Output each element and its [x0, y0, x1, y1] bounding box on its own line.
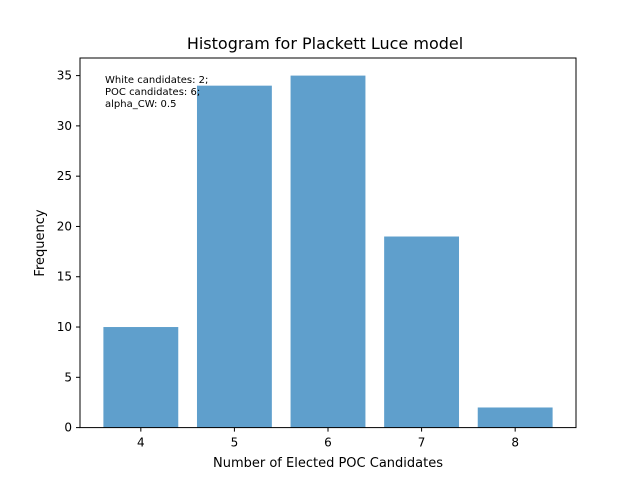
bar-5 [196, 85, 272, 428]
bar-8 [477, 407, 553, 428]
annotation-line-3: alpha_CW: 0.5 [105, 99, 176, 110]
x-tick-label-4: 4 [137, 436, 145, 450]
y-tick-label-10: 10 [57, 320, 72, 334]
y-tick-label-0: 0 [64, 421, 72, 435]
x-axis-label: Number of Elected POC Candidates [213, 456, 443, 471]
x-tick-label-8: 8 [511, 436, 519, 450]
y-tick-label-5: 5 [64, 370, 72, 384]
plot-frame [79, 57, 577, 429]
bar-6 [290, 75, 366, 428]
annotation-line-2: POC candidates: 6; [105, 87, 200, 98]
y-tick-label-30: 30 [57, 119, 72, 133]
annotation-box: White candidates: 2; POC candidates: 6; … [105, 75, 208, 110]
x-tick-label-5: 5 [231, 436, 239, 450]
y-axis-label: Frequency [33, 209, 48, 276]
annotation-line-1: White candidates: 2; [105, 75, 208, 86]
y-tick-label-15: 15 [57, 270, 72, 284]
bars-group [103, 75, 553, 428]
y-axis-ticks: 0 5 10 15 20 25 30 35 [57, 69, 80, 435]
y-tick-label-25: 25 [57, 169, 72, 183]
y-tick-label-20: 20 [57, 219, 72, 233]
bar-4 [103, 327, 179, 428]
x-tick-label-6: 6 [324, 436, 332, 450]
bar-7 [384, 236, 460, 428]
x-axis-ticks: 4 5 6 7 8 [137, 427, 519, 450]
y-tick-label-35: 35 [57, 69, 72, 83]
x-tick-label-7: 7 [418, 436, 426, 450]
chart-title: Histogram for Plackett Luce model [187, 34, 463, 53]
